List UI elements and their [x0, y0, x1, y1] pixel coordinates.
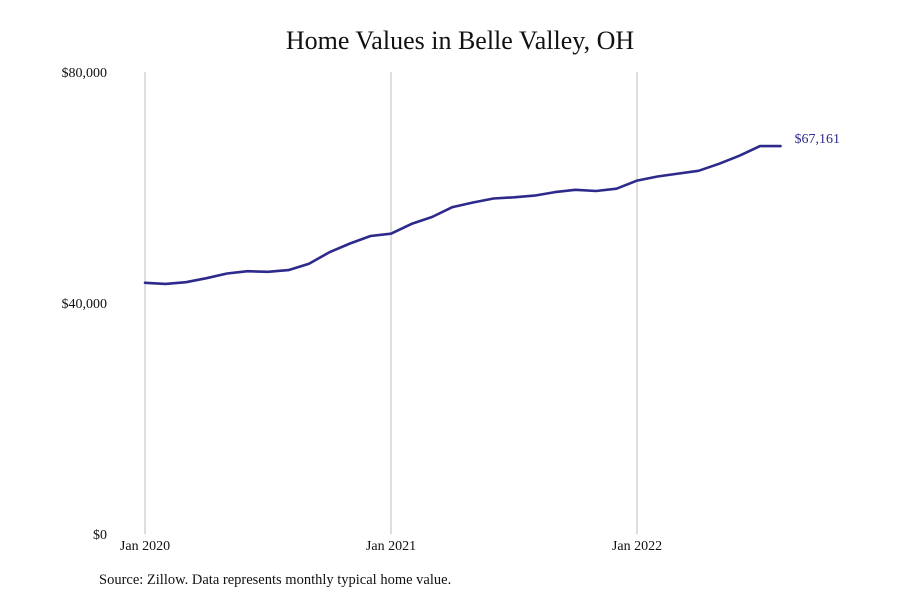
x-axis-ticks: Jan 2020 Jan 2021 Jan 2022	[120, 539, 662, 554]
x-tick-label: Jan 2022	[612, 539, 662, 554]
y-tick-label: $0	[93, 528, 107, 543]
series-line	[143, 144, 782, 286]
x-tick-label: Jan 2021	[366, 539, 416, 554]
end-value-label: $67,161	[795, 132, 841, 147]
series-layer	[143, 144, 782, 286]
grid-lines	[144, 72, 638, 534]
source-note: Source: Zillow. Data represents monthly …	[99, 572, 452, 588]
y-tick-label: $80,000	[62, 66, 108, 81]
end-label-layer: $67,161	[795, 132, 841, 147]
chart-title: Home Values in Belle Valley, OH	[285, 26, 635, 55]
y-tick-label: $40,000	[62, 297, 108, 312]
y-axis-ticks: $0 $40,000 $80,000	[62, 66, 108, 543]
x-tick-label: Jan 2020	[120, 539, 170, 554]
